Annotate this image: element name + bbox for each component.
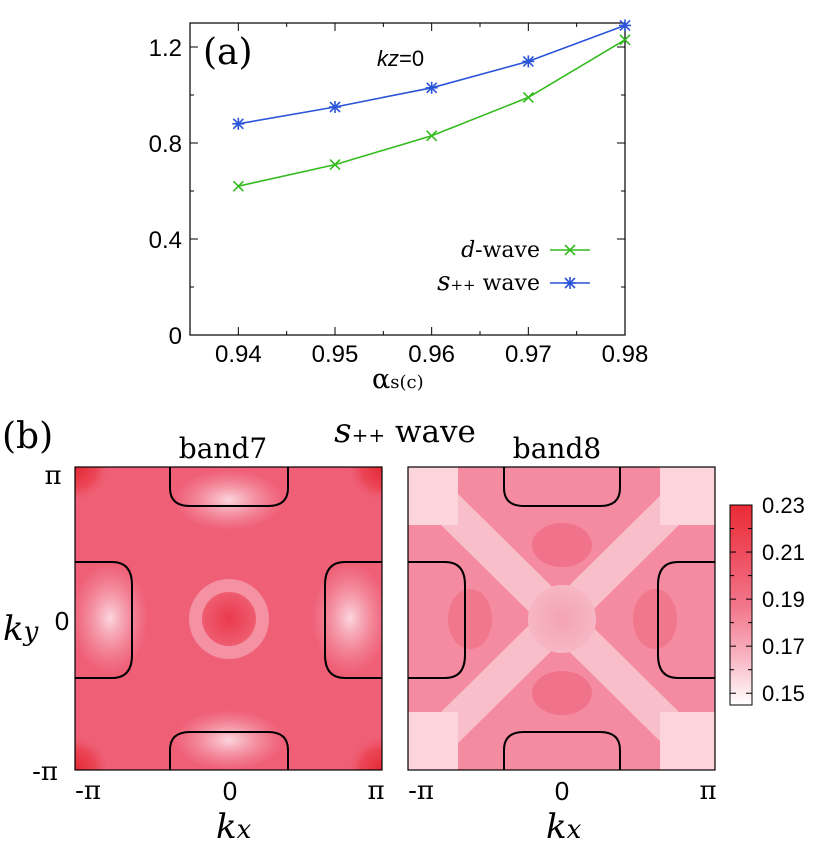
heatmap-panel-b: (b) s++ wave band7 band8 <box>2 411 805 847</box>
band7-corner-br <box>346 734 382 770</box>
heatmap-band8 <box>408 467 715 770</box>
band7-pale-right <box>312 563 382 673</box>
y-tick-label: 0.4 <box>149 227 182 254</box>
band7-fermi-top <box>169 467 289 507</box>
panel-label-a: (a) <box>203 32 253 73</box>
legend-marker-d-wave <box>564 244 576 256</box>
data-point <box>329 159 341 171</box>
heatmap-main-title: s++ wave <box>334 411 476 451</box>
band8-x-tick-mid: 0 <box>555 776 569 806</box>
heatmap-band7-frame <box>74 466 383 771</box>
band8-fermi-top <box>503 467 621 507</box>
y-tick-labels: 0 0.4 0.8 1.2 <box>149 35 182 350</box>
colorbar-tick-label: 0.23 <box>762 493 805 518</box>
data-point <box>619 19 631 32</box>
y-tick-label: 0.8 <box>149 131 182 158</box>
x-axis-label: αs(c) <box>372 364 424 395</box>
data-point <box>522 55 535 68</box>
y-tick-top: π <box>44 461 61 491</box>
colorbar: 0.23 0.21 0.19 0.17 0.15 <box>729 493 805 706</box>
subplot-title-band8: band8 <box>513 432 601 465</box>
colorbar-gradient <box>729 504 753 706</box>
y-tick-mid: 0 <box>55 606 69 636</box>
colorbar-tick-label: 0.19 <box>762 587 805 612</box>
colorbar-tick-label: 0.21 <box>762 540 805 565</box>
legend-label-s-wave: s++ wave <box>437 267 540 297</box>
x-tick-label: 0.95 <box>312 341 359 368</box>
legend-marker-s-wave <box>564 277 576 289</box>
band8-x-axis-label: kx <box>546 807 582 847</box>
plot-frame <box>189 22 626 336</box>
band8-center-spot <box>528 585 596 653</box>
heatmap-band8-frame <box>407 466 716 771</box>
y-tick-bottom: -π <box>32 757 58 787</box>
x-tick-label: 0.97 <box>505 341 552 368</box>
panel-label-b: (b) <box>2 416 53 457</box>
band7-corner-tl <box>75 467 111 503</box>
band7-corner-tr <box>346 467 382 503</box>
band8-x-tick-right: π <box>699 776 716 806</box>
band7-x-axis-label: kx <box>216 807 252 847</box>
annotation-kz-var: kz <box>377 46 399 71</box>
data-point <box>232 180 244 192</box>
annotation-kz-value: =0 <box>399 46 424 71</box>
series-markers <box>232 19 631 192</box>
band8-deep-bottom <box>532 671 592 715</box>
data-point <box>619 34 631 46</box>
band8-deep-top <box>532 523 592 567</box>
band8-pale-corner-bl <box>408 712 458 770</box>
legend: d-wave s++ wave <box>437 238 590 297</box>
band7-pale-bottom <box>174 710 284 770</box>
x-tick-labels: 0.94 0.95 0.96 0.97 0.98 <box>215 341 648 368</box>
subplot-title-band7: band7 <box>179 432 267 465</box>
colorbar-ticks <box>730 504 752 694</box>
band7-x-tick-right: π <box>367 776 384 806</box>
data-point <box>329 101 341 113</box>
band7-fermi-right <box>324 561 382 679</box>
legend-marker <box>564 277 576 289</box>
colorbar-tick-labels: 0.23 0.21 0.19 0.17 0.15 <box>762 493 805 706</box>
band8-fermi-right <box>657 561 715 679</box>
band8-deep-right <box>633 589 677 649</box>
band8-deep-left <box>448 589 492 649</box>
band7-pale-left <box>75 563 148 673</box>
band8-pale-corner-br <box>660 712 715 770</box>
band7-center-spot <box>202 592 256 646</box>
line-chart-panel-a: 0 0.4 0.8 1.2 0.94 0.95 0.96 0.97 0.98 (a) kz=0… <box>149 19 648 395</box>
data-point <box>232 117 245 130</box>
y-axis-label: ky <box>3 609 39 649</box>
band8-x-tick-left: -π <box>408 776 434 806</box>
band7-fermi-left <box>75 561 133 679</box>
legend-marker <box>564 244 576 256</box>
legend-label-d-wave: d-wave <box>461 238 540 263</box>
y-tick-label: 0 <box>169 323 182 350</box>
band7-x-tick-left: -π <box>75 776 101 806</box>
band8-fermi-bottom <box>503 731 621 770</box>
series-lines <box>238 24 626 187</box>
colorbar-tick-label: 0.17 <box>762 634 805 659</box>
band8-pale-corner-tr <box>660 467 715 525</box>
x-tick-label: 0.98 <box>602 341 649 368</box>
band8-pale-corner-tl <box>408 467 458 525</box>
heatmap-band7 <box>75 467 382 770</box>
band7-corner-bl <box>75 734 111 770</box>
annotation-kz: kz=0 <box>377 46 424 71</box>
x-tick-label: 0.94 <box>215 341 262 368</box>
data-point <box>425 81 438 94</box>
colorbar-tick-label: 0.15 <box>762 681 805 706</box>
band8-fermi-left <box>408 561 466 679</box>
band7-fermi-bottom <box>169 731 289 770</box>
data-point <box>522 91 534 103</box>
y-tick-label: 1.2 <box>149 35 182 62</box>
x-tick-label: 0.96 <box>408 341 455 368</box>
data-point <box>426 130 438 142</box>
band7-x-tick-mid: 0 <box>223 776 237 806</box>
band7-pale-top <box>174 470 284 530</box>
